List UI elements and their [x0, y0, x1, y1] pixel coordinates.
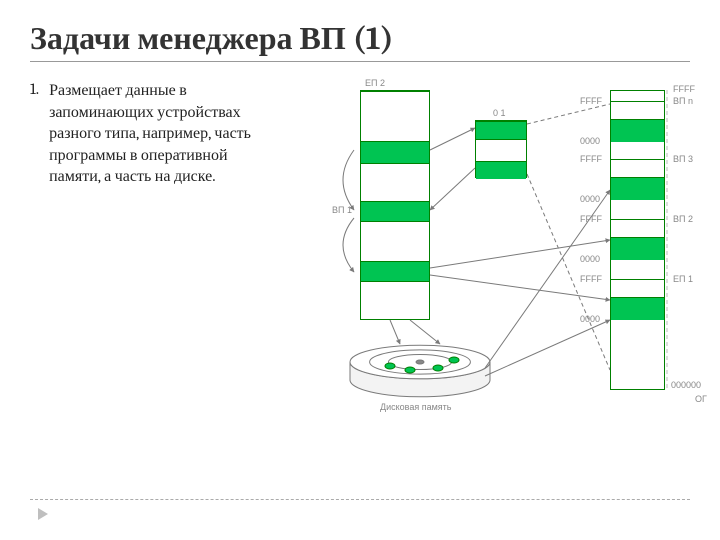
list-number: 1. [30, 80, 39, 188]
left-memory-block-seg-0 [361, 91, 429, 141]
right-addr-bot-3: 0000 [580, 314, 600, 324]
left-memory-block-seg-5 [361, 261, 429, 281]
disk-icon [350, 345, 490, 397]
right-addr-bot-0: 0000 [580, 136, 600, 146]
footer-arrow-icon [38, 508, 48, 520]
right-name-top-0: FFFF [673, 84, 695, 94]
right-bottom-addr: 000000 [671, 380, 701, 390]
middle-memory-block-seg-1 [476, 139, 526, 161]
right-addr-top-1: FFFF [580, 154, 602, 164]
middle-memory-block-seg-2 [476, 161, 526, 179]
right-memory-block [610, 90, 665, 390]
slide-title: Задачи менеджера ВП (1) [30, 20, 690, 57]
right-addr-top-3: FFFF [580, 274, 602, 284]
diagram: ЕП 2 ВП 1 0 1 FFFF 0000 ВП n FFFF FFFF 0000 ВП 3 F… [280, 80, 690, 440]
left-memory-block-seg-2 [361, 163, 429, 201]
right-bottom-og: ОГ [695, 394, 707, 404]
right-seg-3 [611, 297, 664, 320]
right-addr-top-2: FFFF [580, 214, 602, 224]
left-memory-block [360, 90, 430, 320]
left-memory-block-seg-6 [361, 281, 429, 321]
right-groupline-2 [611, 219, 664, 220]
left-memory-block-seg-1 [361, 141, 429, 163]
left-label-mid: ВП 1 [332, 205, 352, 215]
right-groupline-1 [611, 159, 664, 160]
right-name-1: ВП 3 [673, 154, 693, 164]
list-text: Размещает данные в запоминающих устройст… [49, 80, 270, 188]
left-label-top: ЕП 2 [365, 78, 385, 88]
right-addr-bot-1: 0000 [580, 194, 600, 204]
right-addr-top-0: FFFF [580, 96, 602, 106]
right-name-2: ВП 2 [673, 214, 693, 224]
right-groupline-0 [611, 101, 664, 102]
footer-rule [30, 499, 690, 500]
left-memory-block-seg-4 [361, 221, 429, 261]
right-seg-1 [611, 177, 664, 200]
right-name-0: ВП n [673, 96, 693, 106]
content-row: 1. Размещает данные в запоминающих устро… [30, 80, 690, 440]
text-column: 1. Размещает данные в запоминающих устро… [30, 80, 270, 188]
middle-label: 0 1 [493, 108, 506, 118]
right-seg-2 [611, 237, 664, 260]
left-memory-block-seg-3 [361, 201, 429, 221]
middle-memory-block-seg-0 [476, 121, 526, 139]
right-addr-bot-2: 0000 [580, 254, 600, 264]
middle-memory-block [475, 120, 527, 178]
title-rule [30, 61, 690, 62]
right-seg-0 [611, 119, 664, 142]
right-groupline-3 [611, 279, 664, 280]
right-name-3: ЕП 1 [673, 274, 693, 284]
disk-label: Дисковая память [380, 402, 451, 412]
